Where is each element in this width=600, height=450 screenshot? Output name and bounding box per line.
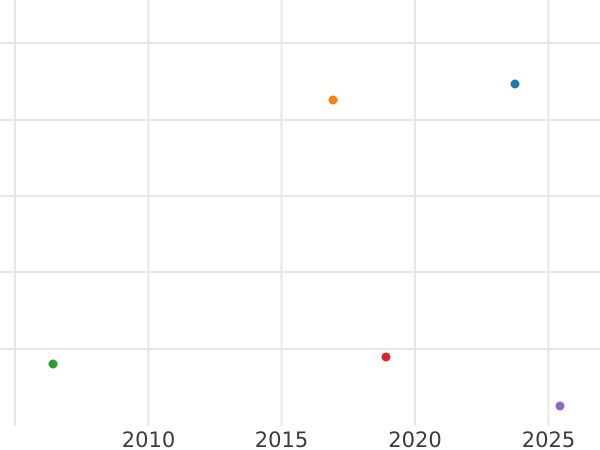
green-point [48,359,58,369]
blue-point [510,79,520,89]
orange-point [328,95,338,105]
red-point [381,352,391,362]
x-tick-label: 2010 [122,428,175,450]
x-tick-label: 2025 [522,428,575,450]
x-tick-label: 2015 [255,428,308,450]
x-tick-label: 2020 [388,428,441,450]
purple-point [555,401,565,411]
